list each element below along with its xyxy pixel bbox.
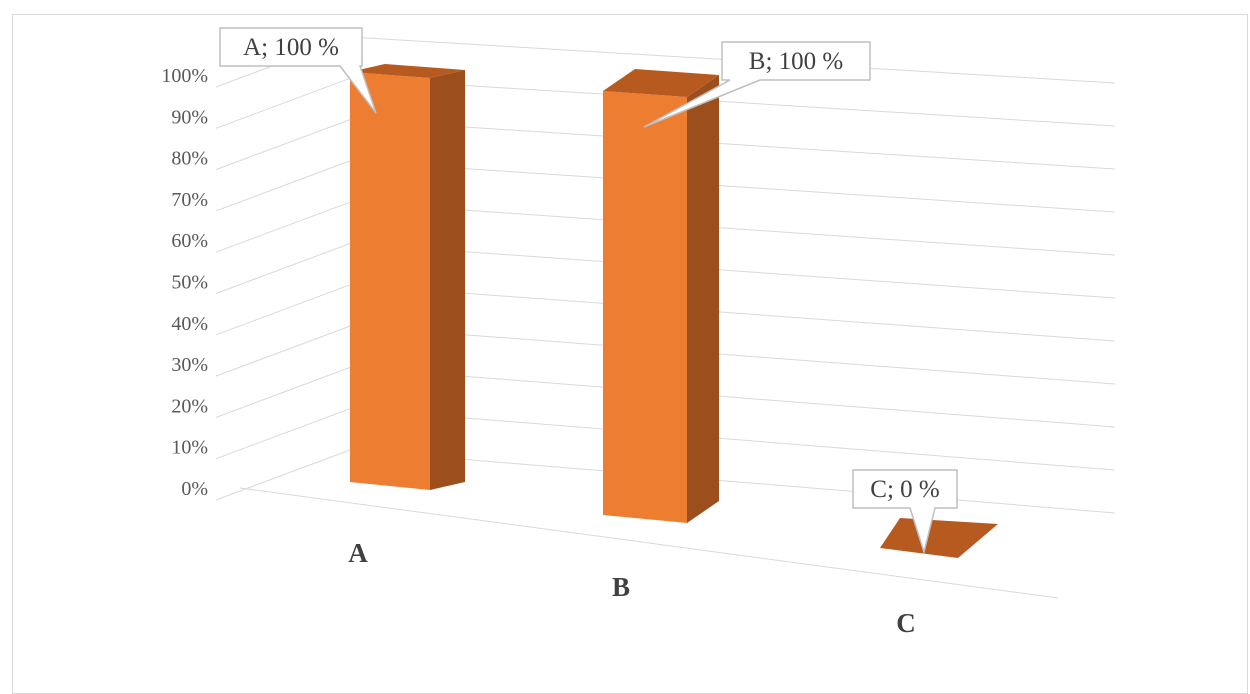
- data-label: A; 100 %: [243, 34, 339, 61]
- y-tick-label: 100%: [161, 65, 208, 87]
- y-tick-label: 0%: [181, 478, 208, 500]
- category-label: A: [348, 538, 368, 568]
- bar-side-B: [687, 75, 719, 523]
- y-tick-label: 30%: [171, 354, 208, 376]
- gridline-side: [215, 449, 351, 501]
- callout-box: [852, 469, 958, 555]
- gridline-side: [215, 77, 351, 129]
- bar-top-B: [603, 69, 719, 97]
- gridline: [349, 243, 1116, 299]
- gridline: [349, 284, 1116, 342]
- gridline: [349, 119, 1116, 170]
- gridline-side: [215, 160, 351, 212]
- gridline-side: [215, 284, 351, 336]
- bar-side-A: [430, 70, 465, 490]
- bar-front-A: [350, 72, 430, 490]
- category-label: B: [612, 572, 630, 602]
- gridline-side: [215, 119, 351, 171]
- gridline: [349, 408, 1116, 471]
- floor-edge: [239, 487, 1059, 599]
- gridline-side: [215, 408, 351, 460]
- gridlines: [215, 36, 1116, 599]
- bar-flat-C: [880, 518, 998, 558]
- bar-chart-3d: 0% 10% 20% 30% 40% 50% 60% 70% 80% 90% 100% A B C A;…: [161, 27, 1116, 638]
- gridline: [349, 160, 1116, 213]
- gridline: [349, 325, 1116, 385]
- data-label-callout: B; 100 %: [643, 41, 871, 128]
- gridline: [349, 201, 1116, 256]
- bars: [350, 64, 998, 558]
- y-axis-tick-labels: 0% 10% 20% 30% 40% 50% 60% 70% 80% 90% 100%: [161, 65, 208, 500]
- gridline-side: [215, 201, 351, 253]
- bar-top-A: [350, 64, 465, 78]
- y-tick-label: 50%: [171, 272, 208, 294]
- data-labels: A; 100 % B; 100 % C; 0 %: [219, 27, 958, 555]
- y-tick-label: 60%: [171, 230, 208, 252]
- gridline-side: [215, 366, 351, 418]
- gridline: [349, 449, 1116, 514]
- y-tick-label: 80%: [171, 148, 208, 170]
- data-label-callout: A; 100 %: [219, 27, 377, 114]
- callout-box: [219, 27, 377, 114]
- y-tick-label: 20%: [171, 395, 208, 417]
- gridline-side: [215, 243, 351, 294]
- data-label: C; 0 %: [870, 476, 939, 503]
- category-labels: A B C: [348, 538, 916, 638]
- y-tick-label: 40%: [171, 313, 208, 335]
- bar-front-B: [603, 91, 687, 523]
- category-label: C: [896, 608, 916, 638]
- gridline: [349, 366, 1116, 428]
- data-label: B; 100 %: [749, 48, 843, 75]
- gridline: [349, 77, 1116, 127]
- data-label-callout: C; 0 %: [852, 469, 958, 555]
- callout-box: [643, 41, 871, 128]
- gridline-side: [215, 325, 351, 377]
- y-tick-label: 10%: [171, 437, 208, 459]
- y-tick-label: 90%: [171, 106, 208, 128]
- y-tick-label: 70%: [171, 189, 208, 211]
